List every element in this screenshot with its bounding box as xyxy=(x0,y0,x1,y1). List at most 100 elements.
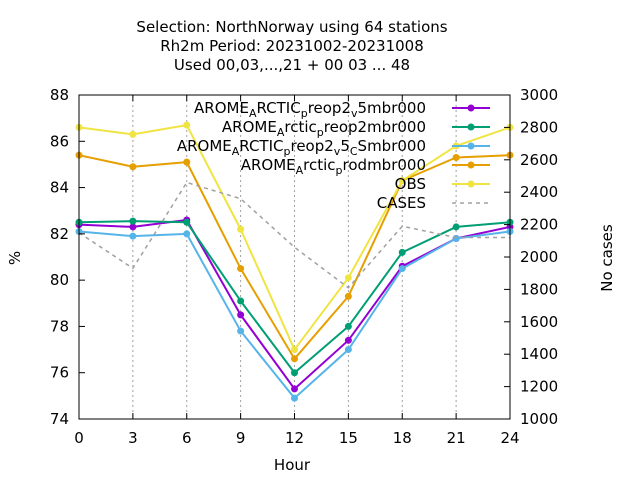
series-point-5 xyxy=(129,130,137,138)
legend-label-4: AROMEArcticprodmbr000 xyxy=(241,156,426,177)
series-point-4 xyxy=(344,292,352,300)
legend-marker-4 xyxy=(467,161,475,169)
legend-subscript: A xyxy=(277,126,285,139)
legend-label-5: OBS xyxy=(395,175,426,193)
title-line-1: Selection: NorthNorway using 64 stations xyxy=(136,18,447,36)
y-axis-label: % xyxy=(6,251,24,265)
legend-marker-5 xyxy=(467,180,475,188)
legend-label-3: AROMEARCTICpreop2v5CSmbr000 xyxy=(177,137,426,158)
plot-series xyxy=(75,121,514,402)
y-tick-label: 80 xyxy=(50,271,69,289)
series-point-3 xyxy=(344,346,352,354)
legend-marker-2 xyxy=(467,123,475,131)
legend-marker-1 xyxy=(467,104,475,112)
series-point-2 xyxy=(129,217,137,225)
y-tick-label: 84 xyxy=(50,179,69,197)
y2-axis: 1000 1200 1400 1600 1800 2000 2200 2400 2600 2800… xyxy=(504,86,558,428)
chart-title: Selection: NorthNorway using 64 stations… xyxy=(136,18,447,74)
series-point-4 xyxy=(183,158,191,166)
series-point-4 xyxy=(237,265,245,273)
legend-subscript: A xyxy=(296,164,304,177)
x-axis: 0 3 6 9 12 15 18 21 24 xyxy=(74,95,520,447)
legend-text: reop2 xyxy=(308,99,351,117)
series-point-4 xyxy=(452,153,460,161)
y-tick-label: 78 xyxy=(50,317,69,335)
y2-tick-label: 2800 xyxy=(520,118,558,136)
y2-tick-label: 1200 xyxy=(520,378,558,396)
x-tick-label: 18 xyxy=(393,429,412,447)
legend-subscript: v xyxy=(351,107,358,120)
y-tick-label: 74 xyxy=(50,410,69,428)
series-point-3 xyxy=(183,230,191,238)
y2-tick-label: 2400 xyxy=(520,183,558,201)
legend-subscript: A xyxy=(232,145,240,158)
y2-axis-label: No cases xyxy=(598,224,616,292)
legend-label-6: CASES xyxy=(377,194,426,212)
series-point-1 xyxy=(129,223,137,231)
title-line-2: Rh2m Period: 20231002-20231008 xyxy=(160,37,424,55)
legend-text: AROME xyxy=(177,137,232,155)
y2-tick-label: 1400 xyxy=(520,345,558,363)
y2-tick-label: 3000 xyxy=(520,86,558,104)
legend-subscript: v xyxy=(334,145,341,158)
series-point-4 xyxy=(129,163,137,171)
legend-subscript: A xyxy=(249,107,257,120)
legend-subscript: p xyxy=(284,145,291,158)
legend-text: rodmbr000 xyxy=(343,156,426,174)
series-point-2 xyxy=(452,223,460,231)
x-tick-label: 3 xyxy=(128,429,138,447)
series-point-5 xyxy=(398,177,406,185)
series-point-5 xyxy=(291,346,298,354)
series-point-1 xyxy=(237,311,245,319)
legend-text: 5 xyxy=(340,137,350,155)
series-point-3 xyxy=(129,232,137,240)
x-tick-label: 9 xyxy=(236,429,246,447)
series-point-2 xyxy=(237,297,245,305)
legend-text: AROME xyxy=(222,118,277,136)
y2-tick-label: 1600 xyxy=(520,313,558,331)
x-tick-label: 6 xyxy=(182,429,192,447)
x-tick-label: 15 xyxy=(339,429,358,447)
series-point-3 xyxy=(237,327,245,335)
y2-tick-label: 1800 xyxy=(520,280,558,298)
title-line-3: Used 00,03,...,21 + 00 03 ... 48 xyxy=(174,56,410,74)
x-tick-label: 12 xyxy=(285,429,304,447)
series-point-1 xyxy=(291,385,298,393)
y-axis: 74 76 78 80 82 84 86 88 xyxy=(50,86,85,428)
legend-label-2: AROMEArcticpreop2mbr000 xyxy=(222,118,426,139)
x-tick-label: 21 xyxy=(447,429,466,447)
series-point-4 xyxy=(291,355,298,363)
legend-text: rctic xyxy=(284,118,316,136)
legend-text: AROME xyxy=(194,99,249,117)
series-point-3 xyxy=(291,394,298,402)
legend-text: RCTIC xyxy=(256,99,300,117)
y-tick-label: 76 xyxy=(50,364,69,382)
legend-text: Smbr000 xyxy=(358,137,426,155)
legend-text: reop2 xyxy=(290,137,333,155)
x-tick-label: 0 xyxy=(74,429,84,447)
legend-subscript: p xyxy=(336,164,343,177)
series-point-2 xyxy=(183,218,191,226)
legend-subscript: C xyxy=(350,145,358,158)
x-tick-label: 24 xyxy=(500,429,519,447)
legend-text: RCTIC xyxy=(239,137,283,155)
y2-tick-label: 1000 xyxy=(520,410,558,428)
y2-tick-label: 2200 xyxy=(520,216,558,234)
legend-text: AROME xyxy=(241,156,296,174)
legend-text: rctic xyxy=(303,156,335,174)
y2-tick-label: 2600 xyxy=(520,151,558,169)
series-point-5 xyxy=(183,121,191,129)
legend-text: OBS xyxy=(395,175,426,193)
series-point-2 xyxy=(291,369,298,377)
y-tick-label: 88 xyxy=(50,86,69,104)
series-line-6 xyxy=(78,181,510,289)
series-point-5 xyxy=(237,225,245,233)
y2-tick-label: 2000 xyxy=(520,248,558,266)
legend: AROMEARCTICpreop2v5mbr000AROMEArcticpreo… xyxy=(177,99,490,212)
legend-marker-3 xyxy=(467,142,475,150)
series-point-1 xyxy=(344,336,352,344)
y-tick-label: 86 xyxy=(50,132,69,150)
legend-text: reop2mbr000 xyxy=(324,118,426,136)
legend-subscript: p xyxy=(301,107,308,120)
